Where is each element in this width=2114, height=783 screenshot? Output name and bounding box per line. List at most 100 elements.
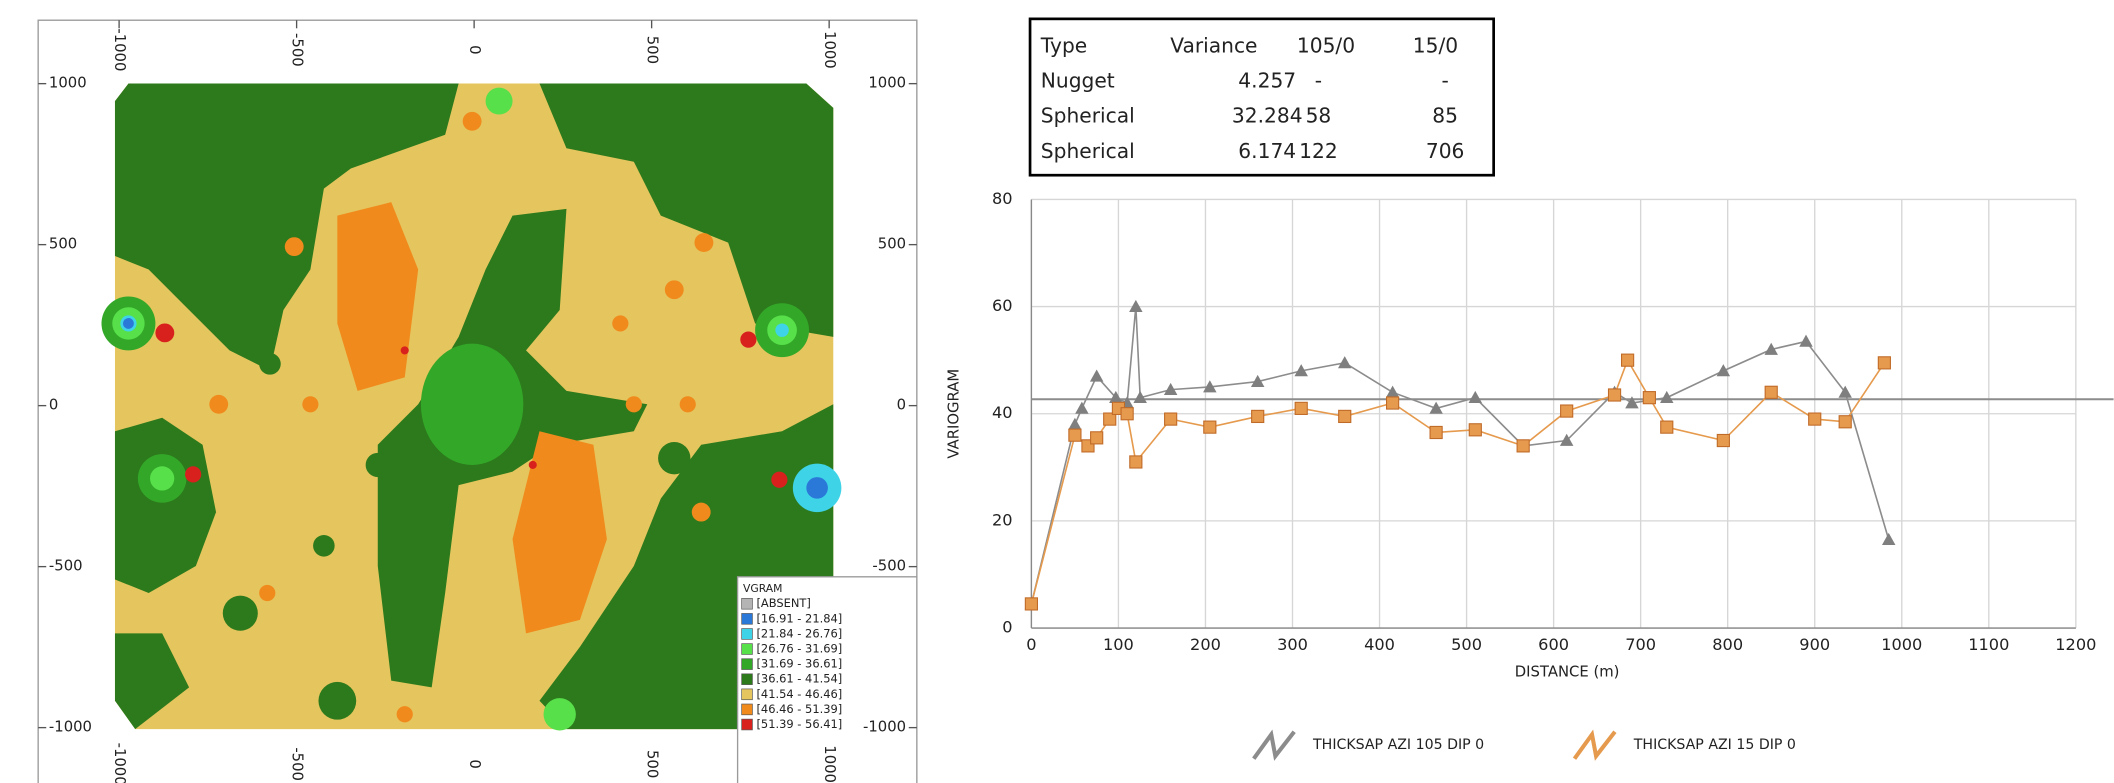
point — [1129, 299, 1143, 312]
point — [1625, 396, 1639, 409]
point — [1103, 412, 1117, 426]
point — [1163, 382, 1178, 396]
y-tick-label: 20 — [992, 510, 1013, 529]
legend-label: THICKSAP AZI 105 DIP 0 — [1312, 737, 1484, 753]
table-cell: Nugget — [1041, 69, 1115, 93]
point — [1559, 433, 1574, 446]
y-tick-label: 80 — [992, 189, 1013, 208]
model-table — [1028, 17, 1495, 177]
point — [1838, 415, 1852, 429]
x-tick-label: 1000 — [821, 31, 838, 69]
point — [1660, 420, 1674, 434]
point — [1068, 428, 1082, 442]
map-region — [114, 417, 217, 593]
x-axis-label: DISTANCE (m) — [1515, 663, 1620, 680]
y-tick-label: 1000 — [49, 75, 87, 92]
x-tick-label: 700 — [1625, 635, 1656, 654]
x-tick-label: 800 — [1712, 635, 1743, 654]
legend-label: [31.69 - 36.61] — [756, 657, 842, 671]
point — [1337, 356, 1352, 369]
x-tick-label: 1200 — [2055, 635, 2096, 654]
map-region — [337, 202, 419, 391]
table-cell: 32.284 — [1232, 104, 1303, 128]
point — [1251, 409, 1265, 424]
legend-label: [26.76 - 31.69] — [756, 642, 842, 656]
point — [1203, 380, 1217, 393]
legend-swatch — [741, 628, 753, 640]
y-tick-label: 1000 — [868, 75, 906, 92]
legend-label: THICKSAP AZI 15 DIP 0 — [1633, 737, 1796, 753]
point — [1764, 385, 1778, 399]
table-cell: 85 — [1432, 104, 1458, 128]
point — [1516, 439, 1530, 453]
table-cell: - — [1441, 69, 1448, 93]
legend-label: [21.84 - 26.76] — [756, 626, 842, 640]
point — [1385, 396, 1400, 410]
x-tick-label: 0 — [466, 759, 483, 768]
point — [1385, 385, 1400, 398]
x-tick-label: -1000 — [111, 28, 128, 71]
table-cell: 706 — [1426, 139, 1465, 163]
point — [1120, 407, 1134, 421]
map-region — [377, 208, 648, 688]
x-tick-label: 300 — [1277, 635, 1308, 654]
point — [1716, 364, 1731, 377]
legend-swatch — [741, 703, 753, 716]
map-region — [114, 633, 190, 730]
x-tick-label: -1000 — [111, 743, 128, 783]
map-image — [101, 83, 842, 731]
point — [1129, 455, 1143, 469]
legend-swatch — [741, 658, 753, 670]
point — [1877, 356, 1891, 370]
point — [1089, 369, 1104, 382]
map-region — [512, 431, 607, 634]
y-tick-label: 60 — [992, 296, 1013, 315]
y-tick-label: 0 — [897, 397, 906, 414]
point — [1620, 353, 1635, 367]
point — [1799, 334, 1813, 347]
table-header: Type — [1040, 34, 1087, 58]
y-tick-label: 0 — [1002, 618, 1012, 637]
x-tick-label: 500 — [644, 36, 661, 64]
point — [1250, 374, 1265, 387]
y-tick-label: -500 — [872, 558, 906, 575]
point — [1294, 364, 1308, 377]
x-tick-label: 0 — [466, 45, 483, 54]
point — [1881, 532, 1896, 546]
x-tick-label: 1100 — [1968, 635, 2009, 654]
point — [1468, 423, 1482, 437]
point — [1164, 412, 1178, 426]
x-tick-label: 1000 — [821, 745, 838, 783]
x-tick-label: 100 — [1103, 635, 1134, 654]
table-cell: - — [1315, 69, 1322, 93]
legend-label: [46.46 - 51.39] — [756, 702, 842, 716]
point — [1838, 385, 1852, 398]
table-cell: 4.257 — [1238, 69, 1296, 93]
point — [1764, 342, 1778, 355]
table-cell: Spherical — [1041, 139, 1135, 163]
legend-swatch — [741, 613, 753, 625]
point — [1024, 597, 1038, 611]
map-region — [420, 343, 524, 465]
legend-label: [ABSENT] — [756, 596, 810, 610]
point — [1429, 401, 1443, 414]
point — [1560, 404, 1574, 418]
legend-swatch — [741, 673, 753, 685]
legend-label: [36.61 - 41.54] — [756, 672, 842, 686]
x-tick-label: 900 — [1799, 635, 1830, 654]
x-tick-label: 500 — [644, 750, 661, 778]
legend-swatch — [741, 688, 753, 701]
point — [1203, 420, 1217, 434]
x-tick-label: 600 — [1538, 635, 1569, 654]
point — [1716, 433, 1730, 448]
x-tick-label: -500 — [289, 33, 306, 67]
table-cell: 58 — [1306, 104, 1332, 128]
map-region — [539, 83, 834, 337]
point — [1660, 390, 1674, 404]
legend-icon — [1572, 729, 1617, 761]
table-cell: 6.174 — [1238, 139, 1296, 163]
y-tick-label: -1000 — [49, 719, 92, 736]
y-axis-label: VARIOGRAM — [946, 369, 963, 459]
point — [1607, 388, 1622, 402]
